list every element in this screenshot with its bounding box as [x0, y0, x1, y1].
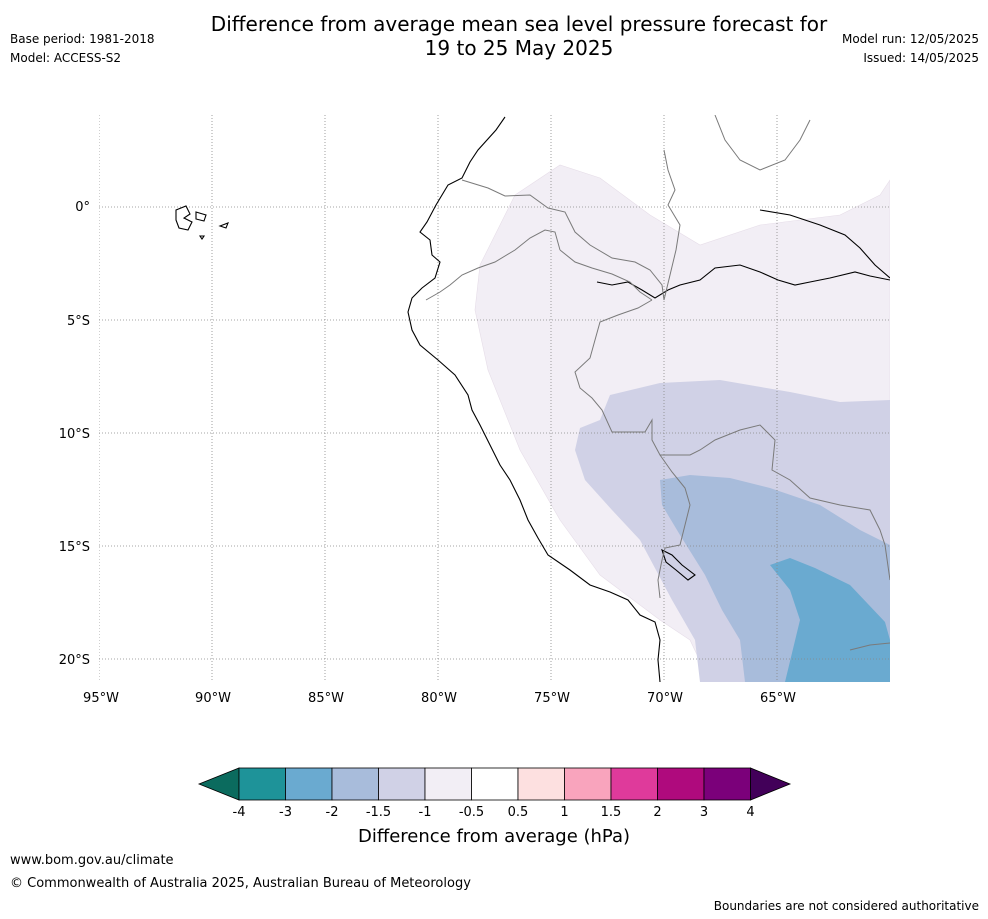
lake-titicaca: [661, 548, 696, 581]
footer-url[interactable]: www.bom.gov.au/climate: [10, 853, 174, 868]
longitude-labels: 95°W 90°W 85°W 80°W 75°W 70°W 65°W: [83, 691, 796, 706]
model-name: Model: ACCESS-S2: [10, 51, 122, 65]
coastline-west: [407, 116, 661, 682]
lat-label-5s: 5°S: [67, 314, 90, 329]
chart-title: Difference from average mean sea level p…: [164, 12, 874, 60]
lat-label-20s: 20°S: [59, 653, 90, 668]
lon-label-85w: 85°W: [308, 691, 344, 706]
colorbar-tick-label: -1: [419, 805, 432, 820]
colorbar-title: Difference from average (hPa): [357, 826, 631, 847]
colorbar-bin: [285, 767, 333, 801]
title-line-2: 19 to 25 May 2025: [424, 36, 614, 60]
colorbar-tick-label: -0.5: [459, 805, 484, 820]
lat-label-0: 0°: [75, 200, 90, 215]
anomaly-band-minus-2: [770, 558, 890, 682]
colorbar-tick-label: 1.5: [601, 805, 622, 820]
colorbar-tick-label: 2: [653, 805, 661, 820]
colorbar-bin: [703, 767, 751, 801]
colorbar-tick-label: -1.5: [366, 805, 391, 820]
base-period: Base period: 1981-2018: [10, 32, 155, 46]
footer-copyright: © Commonwealth of Australia 2025, Austra…: [10, 876, 471, 891]
latitude-labels: 0° 5°S 10°S 15°S 20°S: [59, 200, 90, 668]
border-colombia-venezuela: [663, 149, 681, 301]
lat-label-10s: 10°S: [59, 427, 90, 442]
colorbar-bin: [564, 767, 612, 801]
colorbar-over-arrow: [750, 767, 792, 801]
colorbar-tick-label: 4: [746, 805, 754, 820]
country-borders: [425, 115, 890, 651]
border-bolivia-east: [849, 642, 890, 651]
lat-label-15s: 15°S: [59, 540, 90, 555]
galapagos-islands: [175, 205, 229, 240]
lon-label-90w: 90°W: [195, 691, 231, 706]
coastline-river-north: [759, 209, 890, 279]
colorbar-tick-label: -4: [233, 805, 246, 820]
colorbar-bin: [610, 767, 658, 801]
border-brazil-north: [714, 115, 811, 171]
lon-label-70w: 70°W: [647, 691, 683, 706]
colorbar-bin: [238, 767, 286, 801]
colorbar-under-arrow: [197, 767, 240, 801]
colorbar-bin: [657, 767, 705, 801]
colorbar-tick-label: -2: [326, 805, 339, 820]
coastline-river-amazon: [596, 264, 890, 299]
colorbar-tick-label: -3: [279, 805, 292, 820]
coastlines: [175, 116, 890, 682]
colorbar-bin: [331, 767, 379, 801]
border-ecuador-peru: [425, 229, 561, 301]
pressure-anomaly-field: [474, 164, 890, 682]
colorbar-bin: [517, 767, 565, 801]
footer-disclaimer: Boundaries are not considered authoritat…: [713, 899, 979, 913]
colorbar-tick-label: 0.5: [508, 805, 529, 820]
lon-label-95w: 95°W: [83, 691, 119, 706]
lon-label-75w: 75°W: [534, 691, 570, 706]
colorbar-bin: [424, 767, 472, 801]
colorbar-bin: [471, 767, 519, 801]
meta-right: Model run: 12/05/2025 Issued: 14/05/2025: [842, 30, 979, 68]
lon-label-80w: 80°W: [421, 691, 457, 706]
title-line-1: Difference from average mean sea level p…: [210, 12, 828, 36]
lon-label-65w: 65°W: [760, 691, 796, 706]
colorbar-tick-label: 1: [560, 805, 568, 820]
border-colombia-ecuador: [461, 179, 665, 301]
border-peru-north: [559, 249, 653, 301]
colorbar-tick-label: 3: [700, 805, 708, 820]
colorbar: -4 -3 -2 -1.5 -1 -0.5 0.5 1 1.5 2 3 4: [197, 767, 792, 820]
colorbar-bin: [378, 767, 426, 801]
meta-left: Base period: 1981-2018 Model: ACCESS-S2: [10, 30, 155, 68]
issued-date: Issued: 14/05/2025: [863, 51, 979, 65]
model-run: Model run: 12/05/2025: [841, 32, 979, 46]
border-peru-bolivia: [657, 454, 691, 599]
